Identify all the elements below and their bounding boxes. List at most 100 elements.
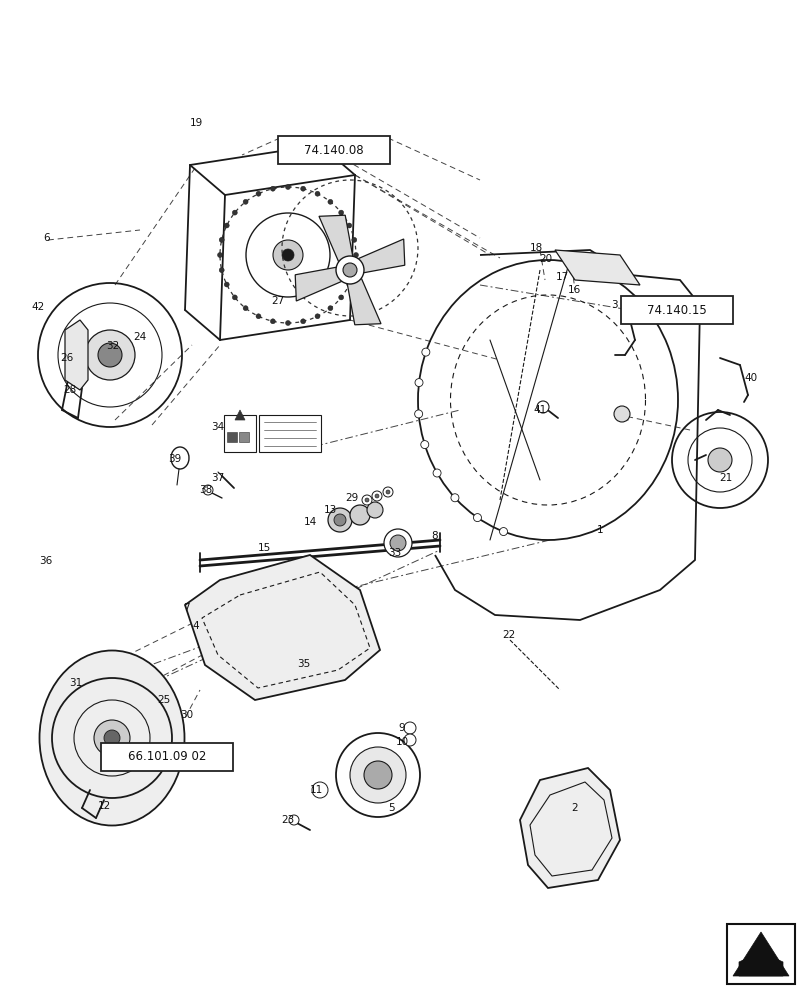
Circle shape [94,720,130,756]
FancyBboxPatch shape [620,296,732,324]
Polygon shape [319,215,354,264]
Polygon shape [732,932,788,976]
Text: 66.101.09 02: 66.101.09 02 [127,750,206,764]
Polygon shape [519,768,620,888]
Circle shape [285,320,290,326]
Circle shape [98,343,122,367]
Ellipse shape [40,650,184,826]
Circle shape [383,487,393,497]
Circle shape [362,495,371,505]
Circle shape [473,514,481,522]
Text: 42: 42 [32,302,45,312]
Circle shape [300,319,305,324]
Circle shape [311,782,328,798]
Circle shape [499,528,507,536]
Circle shape [333,514,345,526]
Polygon shape [345,276,380,325]
Circle shape [219,268,224,273]
Text: 32: 32 [106,341,119,351]
FancyBboxPatch shape [101,743,233,771]
FancyBboxPatch shape [259,415,320,452]
Circle shape [217,252,222,257]
Text: 74.140.08: 74.140.08 [304,144,363,157]
Text: 19: 19 [189,118,203,128]
Text: 8: 8 [431,531,438,541]
Circle shape [315,314,320,319]
Text: 20: 20 [539,254,551,264]
Circle shape [707,448,731,472]
Polygon shape [554,250,639,285]
Circle shape [328,199,333,204]
Circle shape [255,191,260,196]
Circle shape [203,485,212,495]
Text: 74.140.15: 74.140.15 [646,304,706,316]
Circle shape [385,490,389,494]
Circle shape [384,529,411,557]
Text: 30: 30 [180,710,193,720]
Circle shape [328,306,333,311]
Text: 33: 33 [388,548,401,558]
Circle shape [365,498,368,502]
Circle shape [536,401,548,413]
Text: 38: 38 [200,485,212,495]
Circle shape [224,223,229,228]
Circle shape [336,256,363,284]
Circle shape [219,237,224,242]
Circle shape [422,348,429,356]
Circle shape [404,734,415,746]
Circle shape [420,441,428,449]
Text: 36: 36 [39,556,53,566]
Circle shape [414,379,423,387]
Polygon shape [65,320,88,390]
Text: 26: 26 [60,353,74,363]
Circle shape [346,223,351,228]
Circle shape [371,491,381,501]
Circle shape [389,535,406,551]
Circle shape [232,295,237,300]
Text: 39: 39 [168,454,182,464]
Circle shape [224,282,229,287]
Circle shape [242,199,248,204]
Circle shape [104,730,120,746]
Text: 3: 3 [610,300,616,310]
Text: 34: 34 [211,422,225,432]
Circle shape [270,186,275,191]
Text: 11: 11 [309,785,322,795]
Text: 27: 27 [271,296,285,306]
Circle shape [367,502,383,518]
Circle shape [414,410,422,418]
Text: 13: 13 [323,505,337,515]
Text: 37: 37 [211,473,225,483]
Circle shape [375,494,379,498]
Polygon shape [234,410,245,420]
Circle shape [85,330,135,380]
Text: 25: 25 [157,695,170,705]
Circle shape [289,815,298,825]
Circle shape [613,406,629,422]
FancyBboxPatch shape [277,136,389,164]
Polygon shape [738,952,782,976]
Circle shape [351,237,356,242]
Bar [227,432,237,442]
Circle shape [232,210,237,215]
Bar [238,432,249,442]
Circle shape [242,306,248,311]
Text: 9: 9 [398,723,405,733]
Text: 18: 18 [529,243,542,253]
Circle shape [350,505,370,525]
Circle shape [363,761,392,789]
Circle shape [285,185,290,190]
Circle shape [272,240,303,270]
Text: 40: 40 [744,373,757,383]
Text: 12: 12 [97,801,110,811]
Circle shape [350,747,406,803]
Circle shape [353,252,358,257]
Text: 2: 2 [571,803,577,813]
Polygon shape [185,555,380,700]
Text: 4: 4 [192,621,199,631]
Text: 5: 5 [388,803,395,813]
Text: 41: 41 [533,405,546,415]
Text: 10: 10 [395,737,408,747]
Polygon shape [355,239,405,274]
Text: 35: 35 [297,659,311,669]
